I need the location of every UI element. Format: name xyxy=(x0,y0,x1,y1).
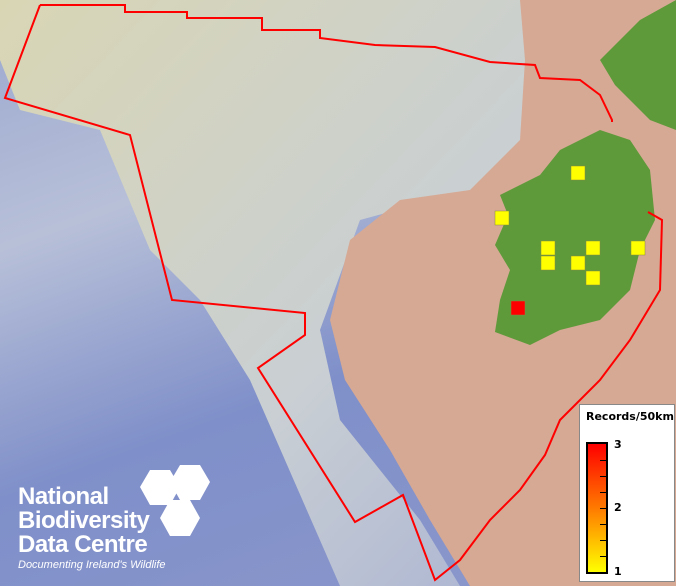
record-square[interactable] xyxy=(540,240,556,256)
britain-land xyxy=(600,0,676,130)
nbdc-logo: National Biodiversity Data Centre Docume… xyxy=(18,483,166,572)
logo-line-3: Data Centre xyxy=(18,531,148,558)
record-square[interactable] xyxy=(585,270,601,286)
record-square[interactable] xyxy=(630,240,646,256)
legend: Records/50km 3 2 1 xyxy=(579,404,675,582)
legend-color-ramp xyxy=(586,442,608,574)
legend-tick xyxy=(600,540,606,541)
legend-label-max: 3 xyxy=(614,438,622,451)
legend-tick xyxy=(600,476,606,477)
legend-tick xyxy=(600,460,606,461)
legend-tick xyxy=(600,556,606,557)
record-square[interactable] xyxy=(540,255,556,271)
boundary-line xyxy=(40,4,613,122)
record-square[interactable] xyxy=(510,300,526,316)
legend-title: Records/50km xyxy=(586,410,674,423)
legend-tick xyxy=(600,508,606,509)
record-square[interactable] xyxy=(494,210,510,226)
record-square[interactable] xyxy=(570,255,586,271)
boundary-line-west xyxy=(3,4,664,582)
continental-shelf xyxy=(0,0,560,586)
legend-label-mid: 2 xyxy=(614,501,622,514)
legend-tick xyxy=(600,492,606,493)
logo-tagline: Documenting Ireland's Wildlife xyxy=(18,559,166,571)
record-square[interactable] xyxy=(585,240,601,256)
legend-label-min: 1 xyxy=(614,565,622,578)
logo-line-1: National xyxy=(18,483,109,510)
legend-tick xyxy=(600,524,606,525)
ireland-land xyxy=(495,130,655,345)
logo-line-2: Biodiversity xyxy=(18,507,150,534)
record-square[interactable] xyxy=(570,165,586,181)
